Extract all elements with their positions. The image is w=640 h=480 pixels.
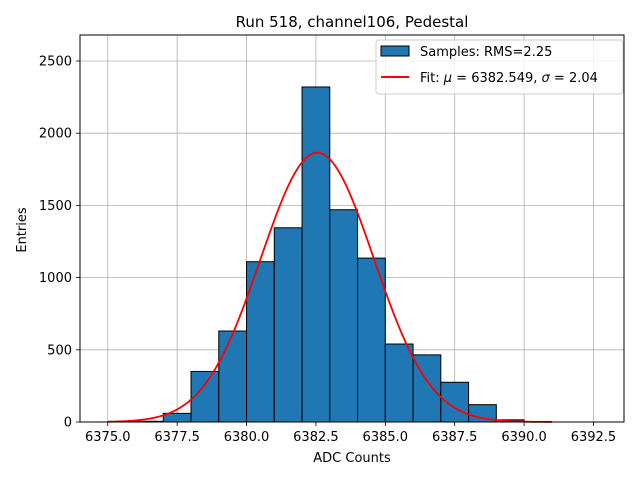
- legend-mu-value: 6382.549: [471, 71, 533, 86]
- legend: Samples: RMS=2.25 Fit: μ = 6382.549, σ =…: [375, 39, 624, 95]
- x-tick-label: 6380.0: [224, 430, 270, 445]
- x-tick-label: 6392.5: [571, 430, 617, 445]
- legend-mu-eq: =: [452, 71, 471, 86]
- histogram-bar: [357, 257, 386, 423]
- fit-curve: [107, 151, 552, 423]
- plot-frame: [79, 34, 625, 423]
- y-tick-label: 500: [47, 343, 72, 358]
- histogram-bar: [273, 227, 303, 423]
- legend-sigma-value: 2.04: [569, 71, 598, 86]
- y-tick-label: 1500: [39, 199, 72, 214]
- x-axis-label: ADC Counts: [313, 451, 391, 466]
- legend-sep: ,: [533, 71, 541, 86]
- legend-mu-symbol: μ: [443, 71, 452, 86]
- chart-title: Run 518, channel106, Pedestal: [236, 13, 469, 31]
- x-tick-label: 6377.5: [154, 430, 200, 445]
- histogram-bar: [301, 86, 331, 423]
- legend-fit-label: Fit: μ = 6382.549, σ = 2.04: [420, 71, 598, 86]
- x-axis-ticks: 6375.0 6377.5 6380.0 6382.5 6385.0 6387.5 6390…: [85, 422, 616, 445]
- y-tick-label: 1000: [39, 271, 72, 286]
- x-tick-label: 6387.5: [432, 430, 478, 445]
- y-tick-label: 0: [64, 416, 72, 431]
- legend-box: [375, 39, 624, 95]
- x-tick-label: 6390.0: [501, 430, 547, 445]
- y-tick-label: 2500: [39, 54, 72, 69]
- histogram-bar: [384, 343, 414, 423]
- legend-histogram-swatch: [380, 45, 410, 57]
- legend-sigma-eq: =: [550, 71, 569, 86]
- y-axis-label: Entries: [15, 207, 30, 253]
- y-tick-label: 2000: [39, 127, 72, 142]
- histogram-bars: [107, 86, 525, 423]
- histogram-bar: [329, 209, 359, 423]
- histogram-bar: [440, 381, 470, 423]
- histogram-bar: [218, 330, 248, 423]
- x-tick-label: 6382.5: [293, 430, 339, 445]
- legend-fit-prefix: Fit:: [420, 71, 444, 86]
- legend-histogram-label: Samples: RMS=2.25: [420, 45, 552, 60]
- x-tick-label: 6385.0: [363, 430, 409, 445]
- y-axis-ticks: 0 500 1000 1500 2000 2500: [39, 54, 80, 431]
- legend-sigma-symbol: σ: [542, 71, 551, 86]
- x-tick-label: 6375.0: [85, 430, 131, 445]
